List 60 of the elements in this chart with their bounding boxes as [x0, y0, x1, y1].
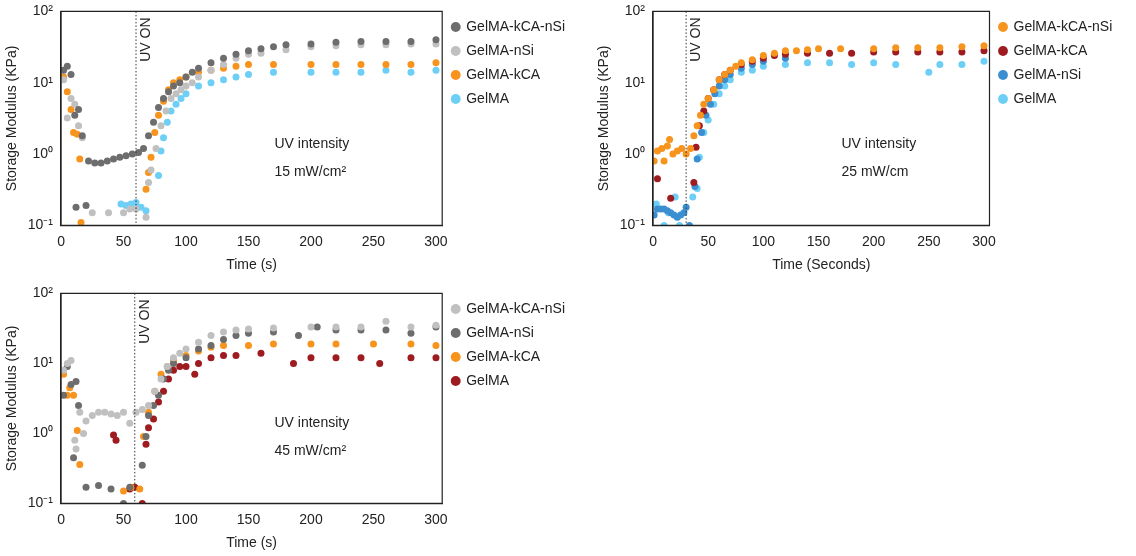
x-tick-label: 300 — [424, 510, 448, 527]
legend-label: GelMA-kCA — [466, 347, 541, 364]
legend-label: GelMA-kCA-nSi — [1013, 17, 1113, 34]
y-tick-label: 10⁻¹ — [27, 216, 54, 233]
ref-line-label: UV ON — [135, 299, 152, 344]
legend-label: GelMA-kCA — [1013, 41, 1089, 58]
x-axis-title: Time (Seconds) — [772, 256, 871, 273]
y-tick-label: 10⁰ — [32, 424, 54, 441]
ref-line-label: UV ON — [686, 17, 703, 62]
x-tick-label: 150 — [806, 232, 831, 249]
legend-label: GelMA-nSi — [466, 323, 534, 340]
ref-line-label: UV ON — [136, 17, 153, 62]
x-tick-label: 100 — [751, 232, 776, 249]
legend-label: GelMA-kCA-nSi — [466, 17, 565, 34]
x-tick-label: 300 — [424, 232, 448, 249]
x-tick-label: 200 — [861, 232, 886, 249]
x-tick-label: 150 — [236, 232, 261, 249]
legend-label: GelMA-kCA — [466, 65, 541, 82]
x-tick-label: 200 — [299, 510, 323, 527]
x-tick-label: 250 — [361, 232, 386, 249]
legend-label: GelMA-nSi — [466, 41, 534, 58]
legend-label: GelMA — [466, 371, 510, 388]
x-tick-label: 50 — [700, 232, 717, 249]
y-tick-label: 10¹ — [32, 354, 54, 371]
annotation: 45 mW/cm² — [274, 441, 347, 458]
x-tick-label: 300 — [972, 232, 996, 249]
y-tick-label: 10¹ — [32, 73, 54, 90]
x-tick-label: 0 — [57, 510, 66, 527]
annotation: UV intensity — [274, 414, 350, 431]
annotation: 25 mW/cm — [841, 162, 909, 179]
x-tick-label: 200 — [299, 232, 323, 249]
annotation: UV intensity — [841, 134, 917, 151]
y-tick-label: 10¹ — [624, 73, 646, 90]
x-tick-label: 250 — [917, 232, 941, 249]
x-tick-label: 100 — [174, 510, 198, 527]
x-tick-label: 0 — [57, 232, 66, 249]
y-axis-title: Storage Modulus (KPa) — [3, 45, 20, 192]
y-axis-title: Storage Modulus (KPa) — [3, 325, 20, 472]
x-axis-title: Time (s) — [226, 256, 278, 273]
y-axis-title: Storage Modulus (KPa) — [595, 45, 612, 192]
legend-label: GelMA-nSi — [1013, 65, 1082, 82]
y-tick-label: 10⁻¹ — [619, 216, 646, 233]
x-tick-label: 50 — [115, 232, 132, 249]
annotation: UV intensity — [274, 134, 350, 151]
y-tick-label: 10⁰ — [624, 144, 646, 161]
legend-label: GelMA — [1013, 89, 1057, 106]
y-tick-label: 10⁰ — [32, 144, 54, 161]
y-tick-label: 10² — [32, 2, 54, 19]
legend-label: GelMA-kCA-nSi — [466, 299, 565, 316]
y-tick-label: 10² — [624, 2, 646, 19]
x-tick-label: 0 — [649, 232, 658, 249]
x-tick-label: 50 — [115, 510, 132, 527]
legend-label: GelMA — [466, 89, 510, 106]
y-tick-label: 10² — [32, 284, 54, 301]
x-tick-label: 150 — [236, 510, 261, 527]
annotation: 15 mW/cm² — [274, 162, 347, 179]
x-axis-title: Time (s) — [226, 534, 278, 551]
x-tick-label: 100 — [174, 232, 198, 249]
x-tick-label: 250 — [361, 510, 386, 527]
y-tick-label: 10⁻¹ — [27, 494, 54, 511]
